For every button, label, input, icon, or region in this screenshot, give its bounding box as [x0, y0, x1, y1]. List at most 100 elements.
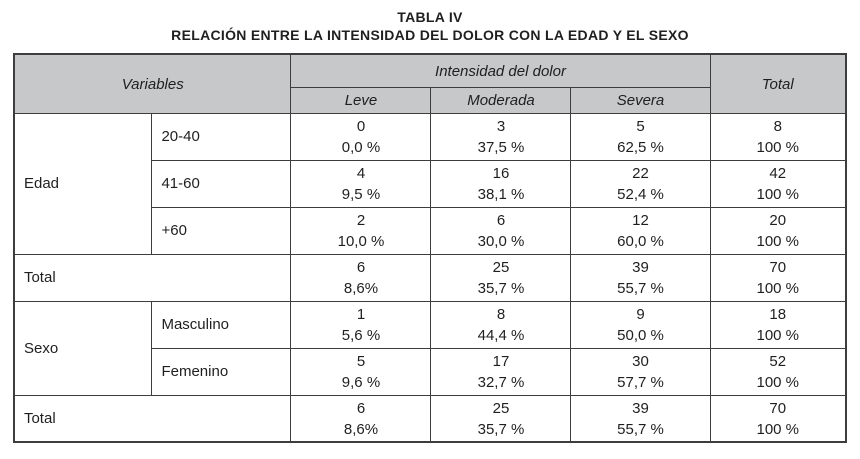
cell-percent: 100 %	[756, 326, 800, 344]
data-cell: 3 37,5 %	[430, 112, 572, 161]
cell-count: 16	[492, 164, 510, 182]
data-cell: 30 57,7 %	[570, 347, 711, 396]
table-row-edad-41-60: 41-60 4 9,5 % 16 38,1 % 22 52,4 % 42 100…	[14, 159, 847, 208]
table-row-edad-20-40: Edad 20-40 0 0,0 % 3 37,5 % 5 62,5 % 8 1…	[13, 112, 847, 255]
cell-percent: 62,5 %	[617, 138, 664, 156]
data-cell: 70 100 %	[709, 394, 847, 443]
row-label-20-40: 20-40	[151, 112, 292, 161]
cell-count: 8	[773, 117, 782, 135]
data-cell: 5 62,5 %	[570, 112, 711, 161]
data-cell: 18 100 %	[709, 300, 847, 349]
cell-count: 4	[356, 164, 366, 182]
data-cell: 16 38,1 %	[430, 159, 572, 208]
cell-percent: 38,1 %	[477, 185, 525, 203]
cell-count: 70	[769, 399, 787, 417]
table-caption: TABLA IV RELACIÓN ENTRE LA INTENSIDAD DE…	[0, 0, 860, 44]
cell-count: 20	[769, 211, 787, 229]
cell-percent: 100 %	[756, 373, 800, 391]
table-row-sexo-total: Total 6 8,6% 25 35,7 % 39 55,7 % 70 100 …	[13, 394, 847, 443]
cell-count: 70	[769, 258, 787, 276]
cell-percent: 5,6 %	[341, 326, 381, 344]
cell-count: 30	[632, 352, 649, 370]
cell-count: 17	[492, 352, 510, 370]
data-cell: 2 10,0 %	[290, 206, 432, 255]
cell-percent: 50,0 %	[617, 326, 664, 344]
total-label-sexo: Total	[13, 394, 292, 443]
cell-count: 6	[356, 258, 366, 276]
cell-percent: 60,0 %	[617, 232, 664, 250]
cell-count: 25	[492, 258, 510, 276]
data-cell: 6 8,6%	[290, 253, 432, 302]
header-level-severa: Severa	[570, 86, 711, 114]
cell-count: 39	[632, 258, 649, 276]
data-cell: 1 5,6 %	[290, 300, 432, 349]
cell-count: 42	[769, 164, 787, 182]
cell-percent: 32,7 %	[477, 373, 525, 391]
header-intensity-group: Intensidad del dolor	[290, 53, 711, 88]
data-cell: 6 8,6%	[290, 394, 432, 443]
cell-percent: 9,6 %	[341, 373, 381, 391]
data-cell: 4 9,5 %	[290, 159, 432, 208]
total-label-edad: Total	[13, 253, 292, 302]
cell-percent: 35,7 %	[477, 420, 525, 438]
row-label-41-60: 41-60	[151, 159, 292, 208]
data-cell: 70 100 %	[709, 253, 847, 302]
cell-count: 18	[769, 305, 787, 323]
cell-percent: 44,4 %	[477, 326, 525, 344]
row-label-60plus: +60	[151, 206, 292, 255]
table-row-edad-60plus: +60 2 10,0 % 6 30,0 % 12 60,0 % 20 100 %	[14, 206, 847, 255]
table-number-title: TABLA IV	[397, 9, 463, 25]
cell-count: 2	[356, 211, 366, 229]
cell-percent: 10,0 %	[337, 232, 385, 250]
data-cell: 5 9,6 %	[290, 347, 432, 396]
data-cell: 52 100 %	[709, 347, 847, 396]
row-label-masculino: Masculino	[151, 300, 292, 349]
cell-count: 25	[492, 399, 510, 417]
table-row-sexo-femenino: Femenino 5 9,6 % 17 32,7 % 30 57,7 % 52 …	[14, 347, 847, 396]
cell-count: 12	[632, 211, 649, 229]
data-cell: 39 55,7 %	[570, 394, 711, 443]
data-cell: 25 35,7 %	[430, 394, 572, 443]
cell-count: 5	[636, 117, 645, 135]
cell-count: 52	[769, 352, 787, 370]
cell-percent: 30,0 %	[477, 232, 525, 250]
data-cell: 20 100 %	[709, 206, 847, 255]
data-cell: 8 44,4 %	[430, 300, 572, 349]
data-cell: 22 52,4 %	[570, 159, 711, 208]
cell-percent: 8,6%	[343, 420, 379, 438]
cell-count: 6	[496, 211, 506, 229]
header-level-leve: Leve	[290, 86, 432, 114]
table-row-edad-total: Total 6 8,6% 25 35,7 % 39 55,7 % 70 100 …	[13, 253, 847, 302]
cell-count: 6	[356, 399, 366, 417]
header-total: Total	[709, 53, 847, 114]
cell-percent: 100 %	[756, 232, 800, 250]
cell-count: 8	[496, 305, 506, 323]
cell-count: 9	[636, 305, 645, 323]
cell-count: 5	[356, 352, 366, 370]
data-cell: 42 100 %	[709, 159, 847, 208]
cross-tab-table: Variables Intensidad del dolor Total Lev…	[12, 53, 848, 444]
cell-percent: 100 %	[756, 420, 800, 438]
cell-percent: 37,5 %	[477, 138, 525, 156]
data-cell: 0 0,0 %	[290, 112, 432, 161]
data-cell: 6 30,0 %	[430, 206, 572, 255]
cell-count: 22	[632, 164, 649, 182]
cell-percent: 100 %	[756, 185, 800, 203]
cell-percent: 0,0 %	[341, 138, 381, 156]
header-level-moderada: Moderada	[430, 86, 572, 114]
data-cell: 39 55,7 %	[570, 253, 711, 302]
group-label-sexo: Sexo	[13, 300, 153, 396]
cell-percent: 100 %	[756, 138, 800, 156]
cell-percent: 9,5 %	[341, 185, 381, 203]
data-cell: 8 100 %	[709, 112, 847, 161]
data-cell: 25 35,7 %	[430, 253, 572, 302]
table-row-sexo-masculino: Sexo Masculino 1 5,6 % 8 44,4 % 9 50,0 %…	[13, 300, 847, 396]
cell-percent: 57,7 %	[617, 373, 664, 391]
cell-percent: 100 %	[756, 279, 800, 297]
cell-percent: 8,6%	[343, 279, 379, 297]
cell-percent: 35,7 %	[477, 279, 525, 297]
cell-count: 1	[356, 305, 366, 323]
data-cell: 9 50,0 %	[570, 300, 711, 349]
cell-percent: 55,7 %	[617, 279, 664, 297]
cell-count: 0	[356, 117, 366, 135]
